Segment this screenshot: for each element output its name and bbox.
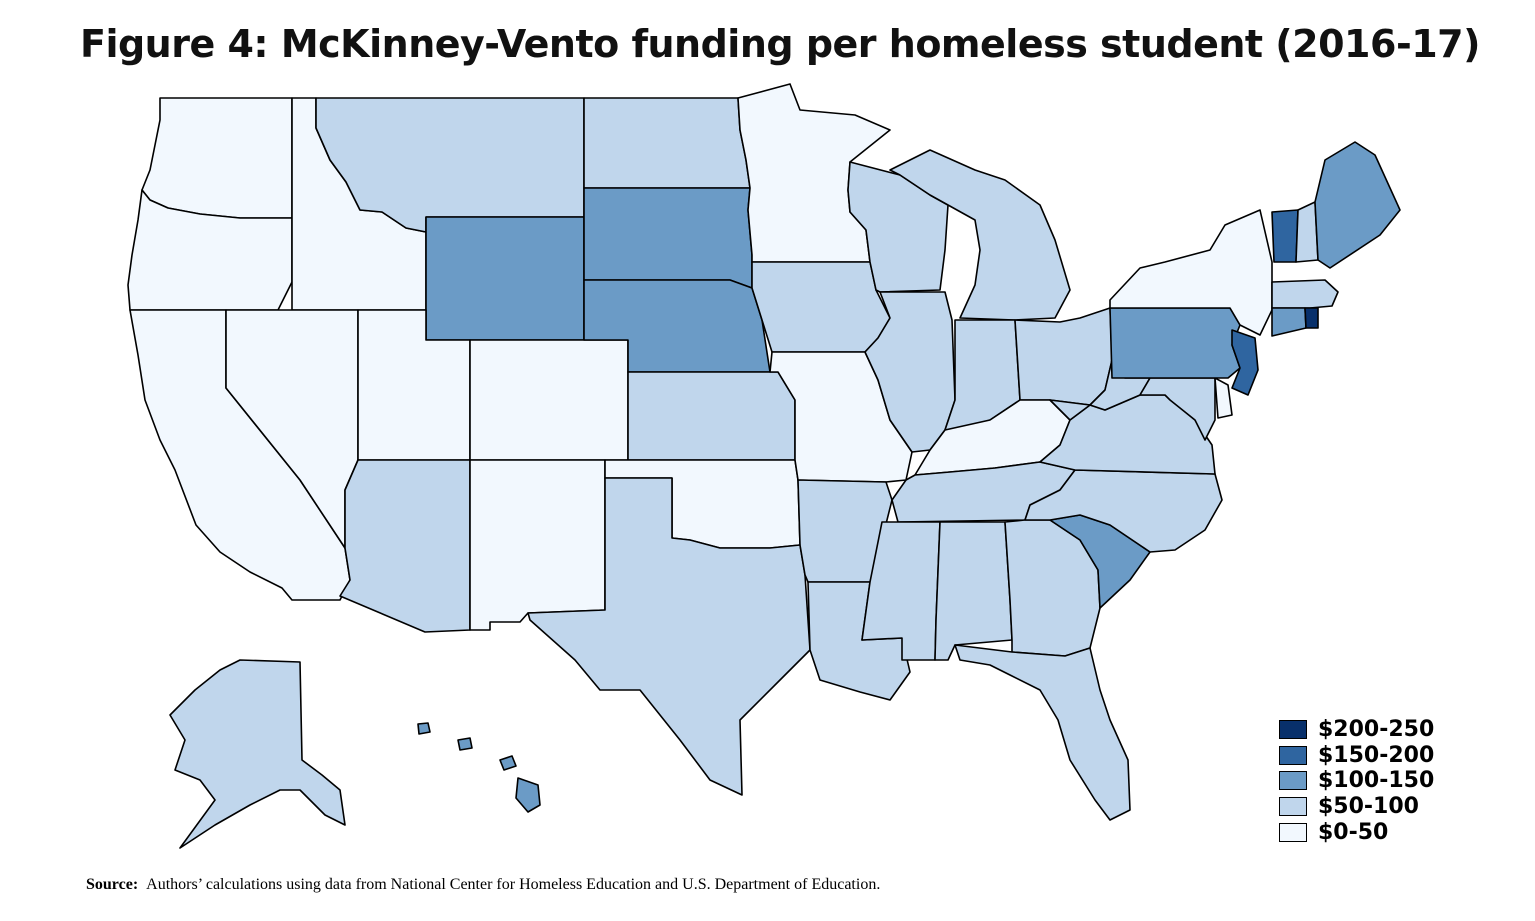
- state-FL: [954, 644, 1131, 821]
- state-NY: [1109, 209, 1273, 336]
- legend-label: $200-250: [1318, 717, 1435, 743]
- legend-item: $50-100: [1279, 794, 1434, 820]
- figure-title: Figure 4: McKinney-Vento funding per hom…: [80, 22, 1480, 66]
- legend-label: $150-200: [1318, 742, 1435, 768]
- legend-swatch: [1279, 771, 1307, 791]
- legend-swatch: [1279, 720, 1307, 740]
- state-ME: [1314, 141, 1401, 269]
- state-IL: [864, 291, 956, 453]
- source-label: Source:: [86, 876, 139, 893]
- state-MA: [1271, 279, 1339, 309]
- state-MD: [1139, 377, 1216, 441]
- state-OH: [1014, 307, 1113, 406]
- state-HI: [515, 777, 541, 813]
- legend-swatch: [1279, 797, 1307, 817]
- source-text: Authors’ calculations using data from Na…: [146, 876, 881, 893]
- legend-label: $100-150: [1318, 768, 1435, 794]
- legend-item: $200-250: [1279, 717, 1434, 743]
- state-NJ: [1231, 329, 1259, 396]
- state-RI: [1304, 307, 1319, 329]
- state-PA: [1109, 307, 1241, 379]
- state-WY: [425, 216, 585, 341]
- state-ND: [583, 97, 751, 189]
- state-HI-kauai: [417, 722, 431, 735]
- legend-label: $50-100: [1318, 794, 1419, 820]
- state-SD: [583, 187, 753, 289]
- state-NC: [1024, 469, 1223, 553]
- state-CO: [469, 339, 629, 461]
- state-AK: [169, 659, 346, 849]
- state-TX: [527, 477, 811, 796]
- state-AZ: [339, 459, 471, 633]
- state-KS: [627, 371, 796, 461]
- state-VT: [1271, 209, 1299, 263]
- map-legend: $200-250 $150-200 $100-150 $50-100 $0-50: [1279, 717, 1434, 845]
- legend-swatch: [1279, 822, 1307, 842]
- legend-swatch: [1279, 745, 1307, 765]
- us-choropleth-map: [127, 83, 1401, 849]
- legend-item: $150-200: [1279, 743, 1434, 769]
- state-WA: [141, 97, 293, 219]
- state-DE: [1214, 377, 1233, 419]
- source-note: Source: Authors’ calculations using data…: [86, 876, 880, 894]
- legend-item: $100-150: [1279, 768, 1434, 794]
- state-AL: [934, 521, 1013, 661]
- state-IA: [751, 261, 891, 353]
- legend-item: $0-50: [1279, 819, 1434, 845]
- legend-label: $0-50: [1318, 819, 1389, 845]
- state-CT: [1271, 307, 1307, 337]
- state-HI-maui: [499, 755, 517, 771]
- state-HI-oahu: [457, 737, 473, 751]
- state-NM: [469, 459, 606, 631]
